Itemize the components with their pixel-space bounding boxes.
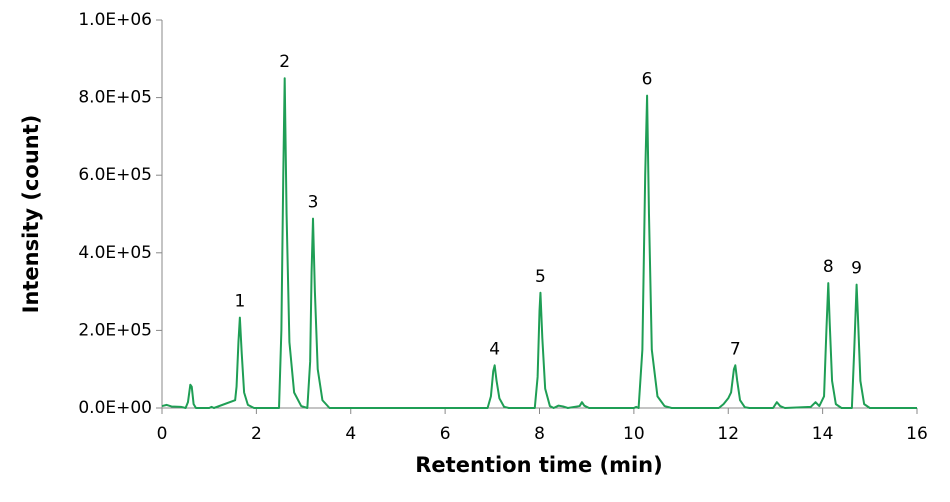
y-tick-label: 6.0E+05 xyxy=(78,165,152,185)
x-axis-title: Retention time (min) xyxy=(415,453,662,477)
y-tick-label: 2.0E+05 xyxy=(78,320,152,340)
peak-label: 6 xyxy=(642,70,653,90)
y-tick-label: 1.0E+06 xyxy=(78,10,152,30)
x-tick-label: 14 xyxy=(812,424,834,444)
y-tick-label: 8.0E+05 xyxy=(78,88,152,108)
x-tick-label: 6 xyxy=(440,424,451,444)
peak-label: 9 xyxy=(851,259,862,279)
y-axis-title: Intensity (count) xyxy=(19,115,43,314)
x-tick-label: 12 xyxy=(717,424,739,444)
x-tick-label: 8 xyxy=(534,424,545,444)
peak-label: 3 xyxy=(308,193,319,213)
x-tick-label: 4 xyxy=(345,424,356,444)
peak-label: 5 xyxy=(535,267,546,287)
x-tick-label: 10 xyxy=(623,424,645,444)
peak-label: 4 xyxy=(489,339,500,359)
y-tick-label: 4.0E+05 xyxy=(78,243,152,263)
peak-label: 2 xyxy=(279,52,290,72)
peak-label: 7 xyxy=(730,339,741,359)
x-tick-label: 2 xyxy=(251,424,262,444)
trace xyxy=(161,77,917,409)
peak-label: 1 xyxy=(234,292,245,312)
x-tick-label: 0 xyxy=(157,424,168,444)
x-tick-label: 16 xyxy=(906,424,928,444)
peak-label: 8 xyxy=(823,257,834,277)
y-tick-label: 0.0E+00 xyxy=(78,398,152,418)
